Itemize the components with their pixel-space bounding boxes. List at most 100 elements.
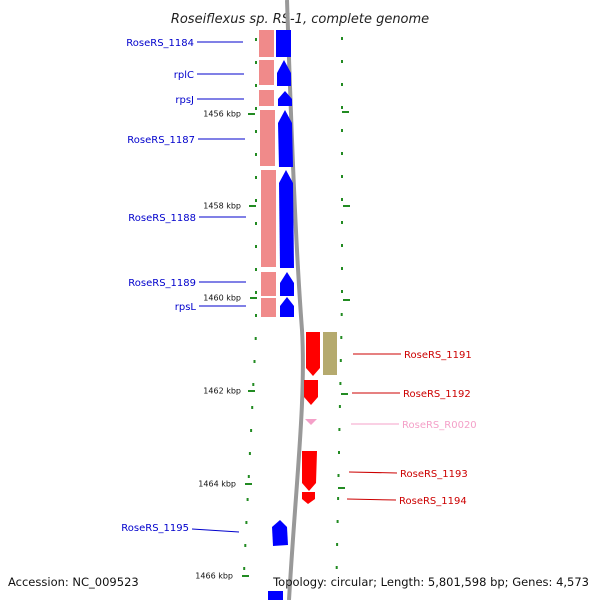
forward-cds-track [259,30,276,317]
forward-gene-track [268,30,294,600]
scale-tick [249,205,256,207]
track-dot [341,129,343,132]
scale-tick [242,575,249,577]
gene-arrow-RoseRS_1191[interactable] [306,332,320,376]
track-dot [243,567,246,570]
track-dot [337,474,340,477]
reverse-gene-track [302,332,320,504]
track-dot [255,153,257,156]
cds-bar[interactable] [259,60,274,85]
track-dot [245,521,248,524]
gene-label-rpsL[interactable]: rpsL [175,302,197,313]
track-dot [255,314,257,317]
scale-tick [342,111,349,113]
gene-arrow-rpsJ[interactable] [278,91,292,106]
scale-label: 1460 kbp [203,294,241,303]
track-dot [340,313,343,316]
track-dot [341,83,343,86]
track-dot [336,543,339,546]
label-leaders [191,41,401,533]
accession-text: Accession: NC_009523 [8,575,139,589]
track-dot [247,475,250,478]
track-dot [255,61,257,64]
track-dot [250,429,253,432]
track-dot [244,544,247,547]
track-dot [341,106,343,109]
leader-line [191,528,240,533]
gene-label-RoseRS_1192[interactable]: RoseRS_1192 [403,389,471,400]
scale-tick [341,393,348,395]
scale-label: 1464 kbp [198,480,236,489]
track-dot [255,291,257,294]
track-dot [341,198,343,201]
track-dot [246,498,249,501]
cds-bar[interactable] [259,90,274,106]
gene-arrow-RoseRS_1189[interactable] [280,272,294,296]
scale: 1456 kbp 1458 kbp 1460 kbp 1462 kbp 1464… [195,110,350,581]
gene-label-RoseRS_1193[interactable]: RoseRS_1193 [400,469,468,480]
gene-arrow-RoseRS_1193[interactable] [302,451,317,491]
gene-arrow-rplC[interactable] [277,60,291,86]
scale-tick [248,390,255,392]
gene-label-RoseRS_1191[interactable]: RoseRS_1191 [404,350,472,361]
track-dot [255,38,257,41]
track-dot [255,199,257,202]
scale-label: 1466 kbp [195,572,233,581]
scale-label: 1456 kbp [203,110,241,119]
gene-arrow-RoseRS_1195[interactable] [272,520,288,546]
track-dot [341,152,343,155]
gene-arrow-RoseRS_1188[interactable] [279,170,294,268]
cds-bar[interactable] [259,30,274,57]
track-dot [339,382,342,385]
gene-label-RoseRS_1184[interactable]: RoseRS_1184 [126,38,194,49]
cds-bar[interactable] [261,272,276,296]
rna-arrow-RoseRS_R0020[interactable] [305,419,317,425]
gene-label-RoseRS_1189[interactable]: RoseRS_1189 [128,278,196,289]
map-title: Roseiflexus sp. RS-1, complete genome [171,12,429,27]
track-dot [340,336,343,339]
leader-line [346,498,397,501]
track-dot [255,84,257,87]
track-dot [341,60,343,63]
scale-label: 1458 kbp [203,202,241,211]
cds-bar-reverse[interactable] [323,332,337,375]
track-dot [341,175,343,178]
gene-label-rpsJ[interactable]: rpsJ [175,95,194,106]
track-dot [253,360,256,363]
gene-label-RoseRS_1195[interactable]: RoseRS_1195 [121,523,189,534]
track-dot [248,452,251,455]
scale-tick [248,113,255,115]
scale-label: 1462 kbp [203,387,241,396]
track-dot [255,268,257,271]
gene-arrow-RoseRS_1194[interactable] [302,492,315,504]
leader-line [348,471,398,474]
gene-label-rplC[interactable]: rplC [174,70,194,81]
track-dot [337,497,340,500]
gene-arrow-RoseRS_1192[interactable] [304,380,318,405]
gene-label-RoseRS_1188[interactable]: RoseRS_1188 [128,213,196,224]
track-dot [341,221,343,224]
gene-label-RoseRS_1187[interactable]: RoseRS_1187 [127,135,195,146]
gene-arrow-partial[interactable] [268,591,283,600]
scale-tick [338,487,345,489]
track-dot [336,520,339,523]
cds-bar[interactable] [261,298,276,317]
track-dot [338,451,340,454]
gene-label-RoseRS_R0020[interactable]: RoseRS_R0020 [402,420,477,431]
cds-bar[interactable] [260,110,275,166]
cds-bar[interactable] [261,170,276,267]
track-dot [338,428,341,431]
gene-arrow-RoseRS_1184[interactable] [276,30,291,57]
gene-arrow-RoseRS_1187[interactable] [278,110,293,167]
gene-label-RoseRS_1194[interactable]: RoseRS_1194 [399,496,467,507]
gene-arrow-rpsL[interactable] [280,297,294,317]
track-dot [341,37,343,40]
track-dot [255,245,257,248]
track-dot [341,290,343,293]
track-dot [255,107,257,110]
track-dot [255,176,257,179]
track-dot [255,222,257,225]
track-dot [338,405,341,408]
